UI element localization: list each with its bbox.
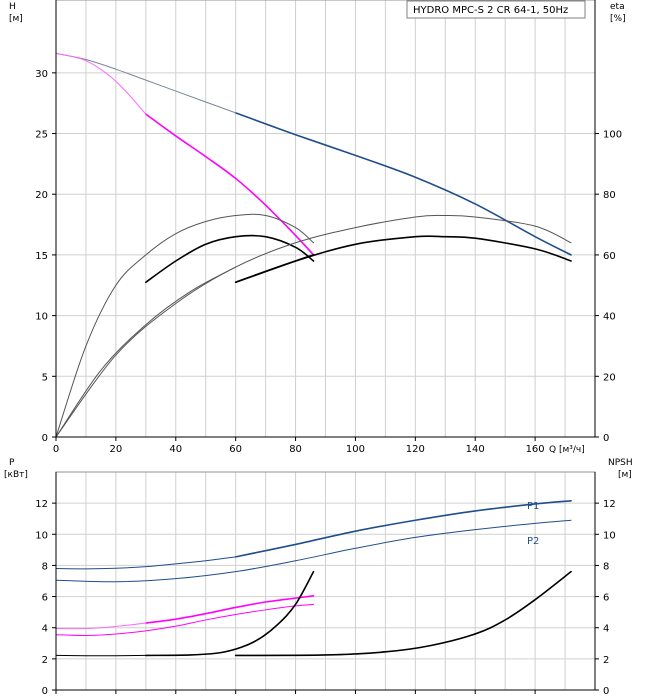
p-axis-label: P — [9, 458, 15, 468]
bottom-series-line-1 — [55, 556, 237, 570]
top-right-tick-label: 80 — [603, 190, 616, 201]
top-x-tick-label: 80 — [289, 444, 302, 455]
top-series-line-5 — [55, 213, 315, 438]
power-npsh-panel: 0 2 4 6 8 10 12 0 2 4 6 8 10 12 P [кВт] NPSH [м] P1 P… — [4, 458, 633, 697]
top-series-line-4 — [145, 234, 315, 284]
top-x-tick-label: 100 — [346, 444, 365, 455]
top-left-tick-label: 10 — [35, 312, 48, 323]
bottom-right-tick-label: 12 — [603, 499, 616, 510]
npsh-axis-unit: [м] — [618, 470, 632, 480]
bottom-left-tick-label: 2 — [42, 655, 48, 666]
top-series-line-7 — [55, 214, 572, 438]
bottom-left-tick-label: 10 — [35, 530, 48, 541]
top-series-line-3 — [55, 52, 147, 115]
bottom-left-tick-label: 4 — [42, 624, 48, 635]
top-grid — [56, 0, 595, 437]
top-right-tick-label: 60 — [603, 251, 616, 262]
bottom-series-line-4 — [55, 622, 147, 630]
head-efficiency-panel: 0 5 10 15 20 25 30 0 20 40 60 80 100 0 20 40 60 80 100 120 1… — [9, 0, 626, 455]
top-x-tick-label: 40 — [169, 444, 182, 455]
top-series — [55, 52, 572, 438]
bottom-series-line-3 — [145, 594, 315, 624]
top-series-line-2 — [145, 113, 315, 256]
npsh-axis-label: NPSH — [608, 458, 633, 468]
top-x-tick-label: 140 — [466, 444, 485, 455]
bottom-right-tick-label: 4 — [603, 624, 609, 635]
bottom-series-line-6 — [145, 570, 315, 657]
top-x-tick-label: 20 — [110, 444, 123, 455]
top-right-tick-label: 0 — [603, 433, 609, 444]
p1-label: P1 — [527, 501, 539, 512]
top-series-line-8 — [234, 254, 315, 284]
top-right-tick-label: 100 — [603, 130, 622, 141]
bottom-series — [55, 500, 572, 657]
top-right-tick-label: 40 — [603, 312, 616, 323]
h-axis-unit: [м] — [9, 14, 23, 24]
bottom-right-tick-label: 2 — [603, 655, 609, 666]
top-x-tick-label: 0 — [53, 444, 59, 455]
p-axis-unit: [кВт] — [4, 470, 28, 480]
q-axis-label: Q [м³/ч] — [549, 445, 585, 455]
bottom-right-tick-label: 0 — [603, 686, 609, 697]
top-left-tick-label: 30 — [35, 69, 48, 80]
bottom-series-line-8 — [234, 570, 572, 657]
top-series-line-9 — [55, 266, 237, 438]
p2-label: P2 — [527, 536, 539, 547]
top-left-tick-label: 20 — [35, 190, 48, 201]
eta-axis-label: eta — [610, 2, 625, 12]
chart-title: HYDRO MPC-S 2 CR 64-1, 50Hz — [413, 5, 568, 16]
top-left-tick-label: 5 — [42, 372, 48, 383]
bottom-ticks: 0 2 4 6 8 10 12 0 2 4 6 8 10 12 — [35, 472, 616, 697]
eta-axis-unit: [%] — [610, 14, 626, 24]
top-series-line-1 — [55, 52, 237, 114]
top-left-tick-label: 0 — [42, 433, 48, 444]
top-x-tick-label: 160 — [526, 444, 545, 455]
top-ticks: 0 5 10 15 20 25 30 0 20 40 60 80 100 0 20 40 60 80 100 120 1… — [35, 0, 622, 455]
bottom-series-line-p1 — [234, 500, 572, 558]
top-right-tick-label: 20 — [603, 372, 616, 383]
bottom-left-tick-label: 12 — [35, 499, 48, 510]
top-x-tick-label: 120 — [406, 444, 425, 455]
bottom-left-tick-label: 8 — [42, 561, 48, 572]
bottom-left-tick-label: 6 — [42, 593, 48, 604]
bottom-series-line-p2 — [55, 519, 572, 583]
bottom-right-tick-label: 10 — [603, 530, 616, 541]
top-x-tick-label: 60 — [229, 444, 242, 455]
bottom-right-tick-label: 8 — [603, 561, 609, 572]
top-left-tick-label: 15 — [35, 251, 48, 262]
bottom-series-line-5 — [55, 603, 315, 637]
h-axis-label: H — [9, 2, 16, 12]
bottom-left-tick-label: 0 — [42, 686, 48, 697]
bottom-right-tick-label: 6 — [603, 593, 609, 604]
top-series-line-0 — [234, 112, 572, 256]
legend-box — [406, 0, 586, 19]
top-left-tick-label: 25 — [35, 130, 48, 141]
